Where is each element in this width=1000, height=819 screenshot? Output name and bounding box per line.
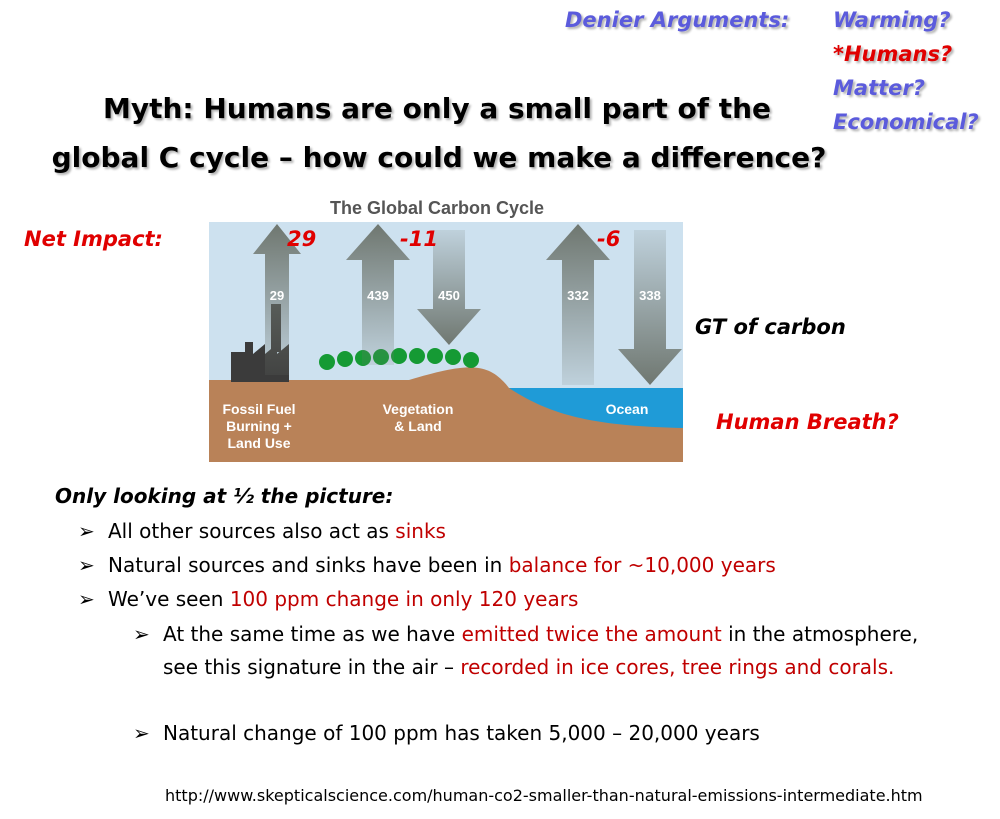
denier-item: Warming? bbox=[833, 8, 951, 32]
denier-label: Denier Arguments: bbox=[565, 8, 790, 32]
region-label: Land Use bbox=[227, 435, 290, 451]
region-label: Vegetation bbox=[383, 401, 454, 417]
bullet-marker: ➢ bbox=[133, 721, 150, 745]
region-label: & Land bbox=[394, 418, 441, 434]
region-label: Fossil Fuel bbox=[222, 401, 295, 417]
denier-item: *Humans? bbox=[833, 42, 953, 66]
arrow-up bbox=[546, 224, 610, 385]
net-value: -11 bbox=[400, 227, 438, 251]
bullet-segment: sinks bbox=[395, 519, 446, 543]
bullet-text: Natural sources and sinks have been in b… bbox=[108, 549, 898, 582]
bullet-segment: in the atmosphere, see this signature in… bbox=[163, 622, 919, 679]
diagram-title: The Global Carbon Cycle bbox=[330, 198, 544, 218]
bullet-segment: Natural change of 100 ppm has taken 5,00… bbox=[163, 721, 760, 745]
flow-label: 439 bbox=[367, 288, 389, 303]
section-heading: Only looking at ½ the picture: bbox=[55, 484, 394, 508]
denier-item: Matter? bbox=[833, 76, 925, 100]
arrow-down bbox=[417, 230, 481, 345]
bullet-text: At the same time as we have emitted twic… bbox=[163, 618, 953, 684]
bullet-segment: Natural sources and sinks have been in bbox=[108, 553, 509, 577]
bullet-marker: ➢ bbox=[78, 587, 95, 611]
bullet-segment: We’ve seen bbox=[108, 587, 230, 611]
denier-item: Economical? bbox=[833, 110, 979, 134]
bullet-text: We’ve seen 100 ppm change in only 120 ye… bbox=[108, 583, 898, 616]
flow-label: 338 bbox=[639, 288, 661, 303]
ocean bbox=[509, 388, 683, 428]
bullet-marker: ➢ bbox=[78, 519, 95, 543]
carbon-cycle-diagram: The Global Carbon Cycle 29 439 450 332 3… bbox=[209, 192, 683, 462]
flow-label: 450 bbox=[438, 288, 460, 303]
net-impact-label: Net Impact: bbox=[24, 227, 163, 251]
bullet-marker: ➢ bbox=[133, 622, 150, 646]
net-value: 29 bbox=[287, 227, 317, 251]
bullet-segment: recorded in ice cores, tree rings and co… bbox=[460, 655, 895, 679]
title-line: Myth: Humans are only a small part of th… bbox=[102, 92, 772, 125]
unit-note: GT of carbon bbox=[695, 315, 846, 339]
region-label: Burning + bbox=[226, 418, 292, 434]
net-value: -6 bbox=[597, 227, 621, 251]
bullet-segment: balance for ~10,000 years bbox=[508, 553, 776, 577]
bullet-text: Natural change of 100 ppm has taken 5,00… bbox=[163, 717, 953, 750]
title-line: global C cycle – how could we make a dif… bbox=[51, 141, 827, 174]
bullet-segment: 100 ppm change in only 120 years bbox=[229, 587, 579, 611]
bullet-segment: emitted twice the amount bbox=[461, 622, 722, 646]
region-label: Ocean bbox=[606, 401, 649, 417]
flow-label: 332 bbox=[567, 288, 589, 303]
source-url: http://www.skepticalscience.com/human-co… bbox=[165, 786, 923, 805]
arrow-down bbox=[618, 230, 682, 385]
question: Human Breath? bbox=[716, 410, 899, 434]
bullet-marker: ➢ bbox=[78, 553, 95, 577]
bullet-segment: At the same time as we have bbox=[163, 622, 462, 646]
bullet-segment: All other sources also act as bbox=[108, 519, 396, 543]
arrow-up bbox=[253, 224, 301, 375]
arrow-up bbox=[346, 224, 410, 365]
flow-label: 29 bbox=[270, 288, 284, 303]
bullet-text: All other sources also act as sinks bbox=[108, 515, 898, 548]
